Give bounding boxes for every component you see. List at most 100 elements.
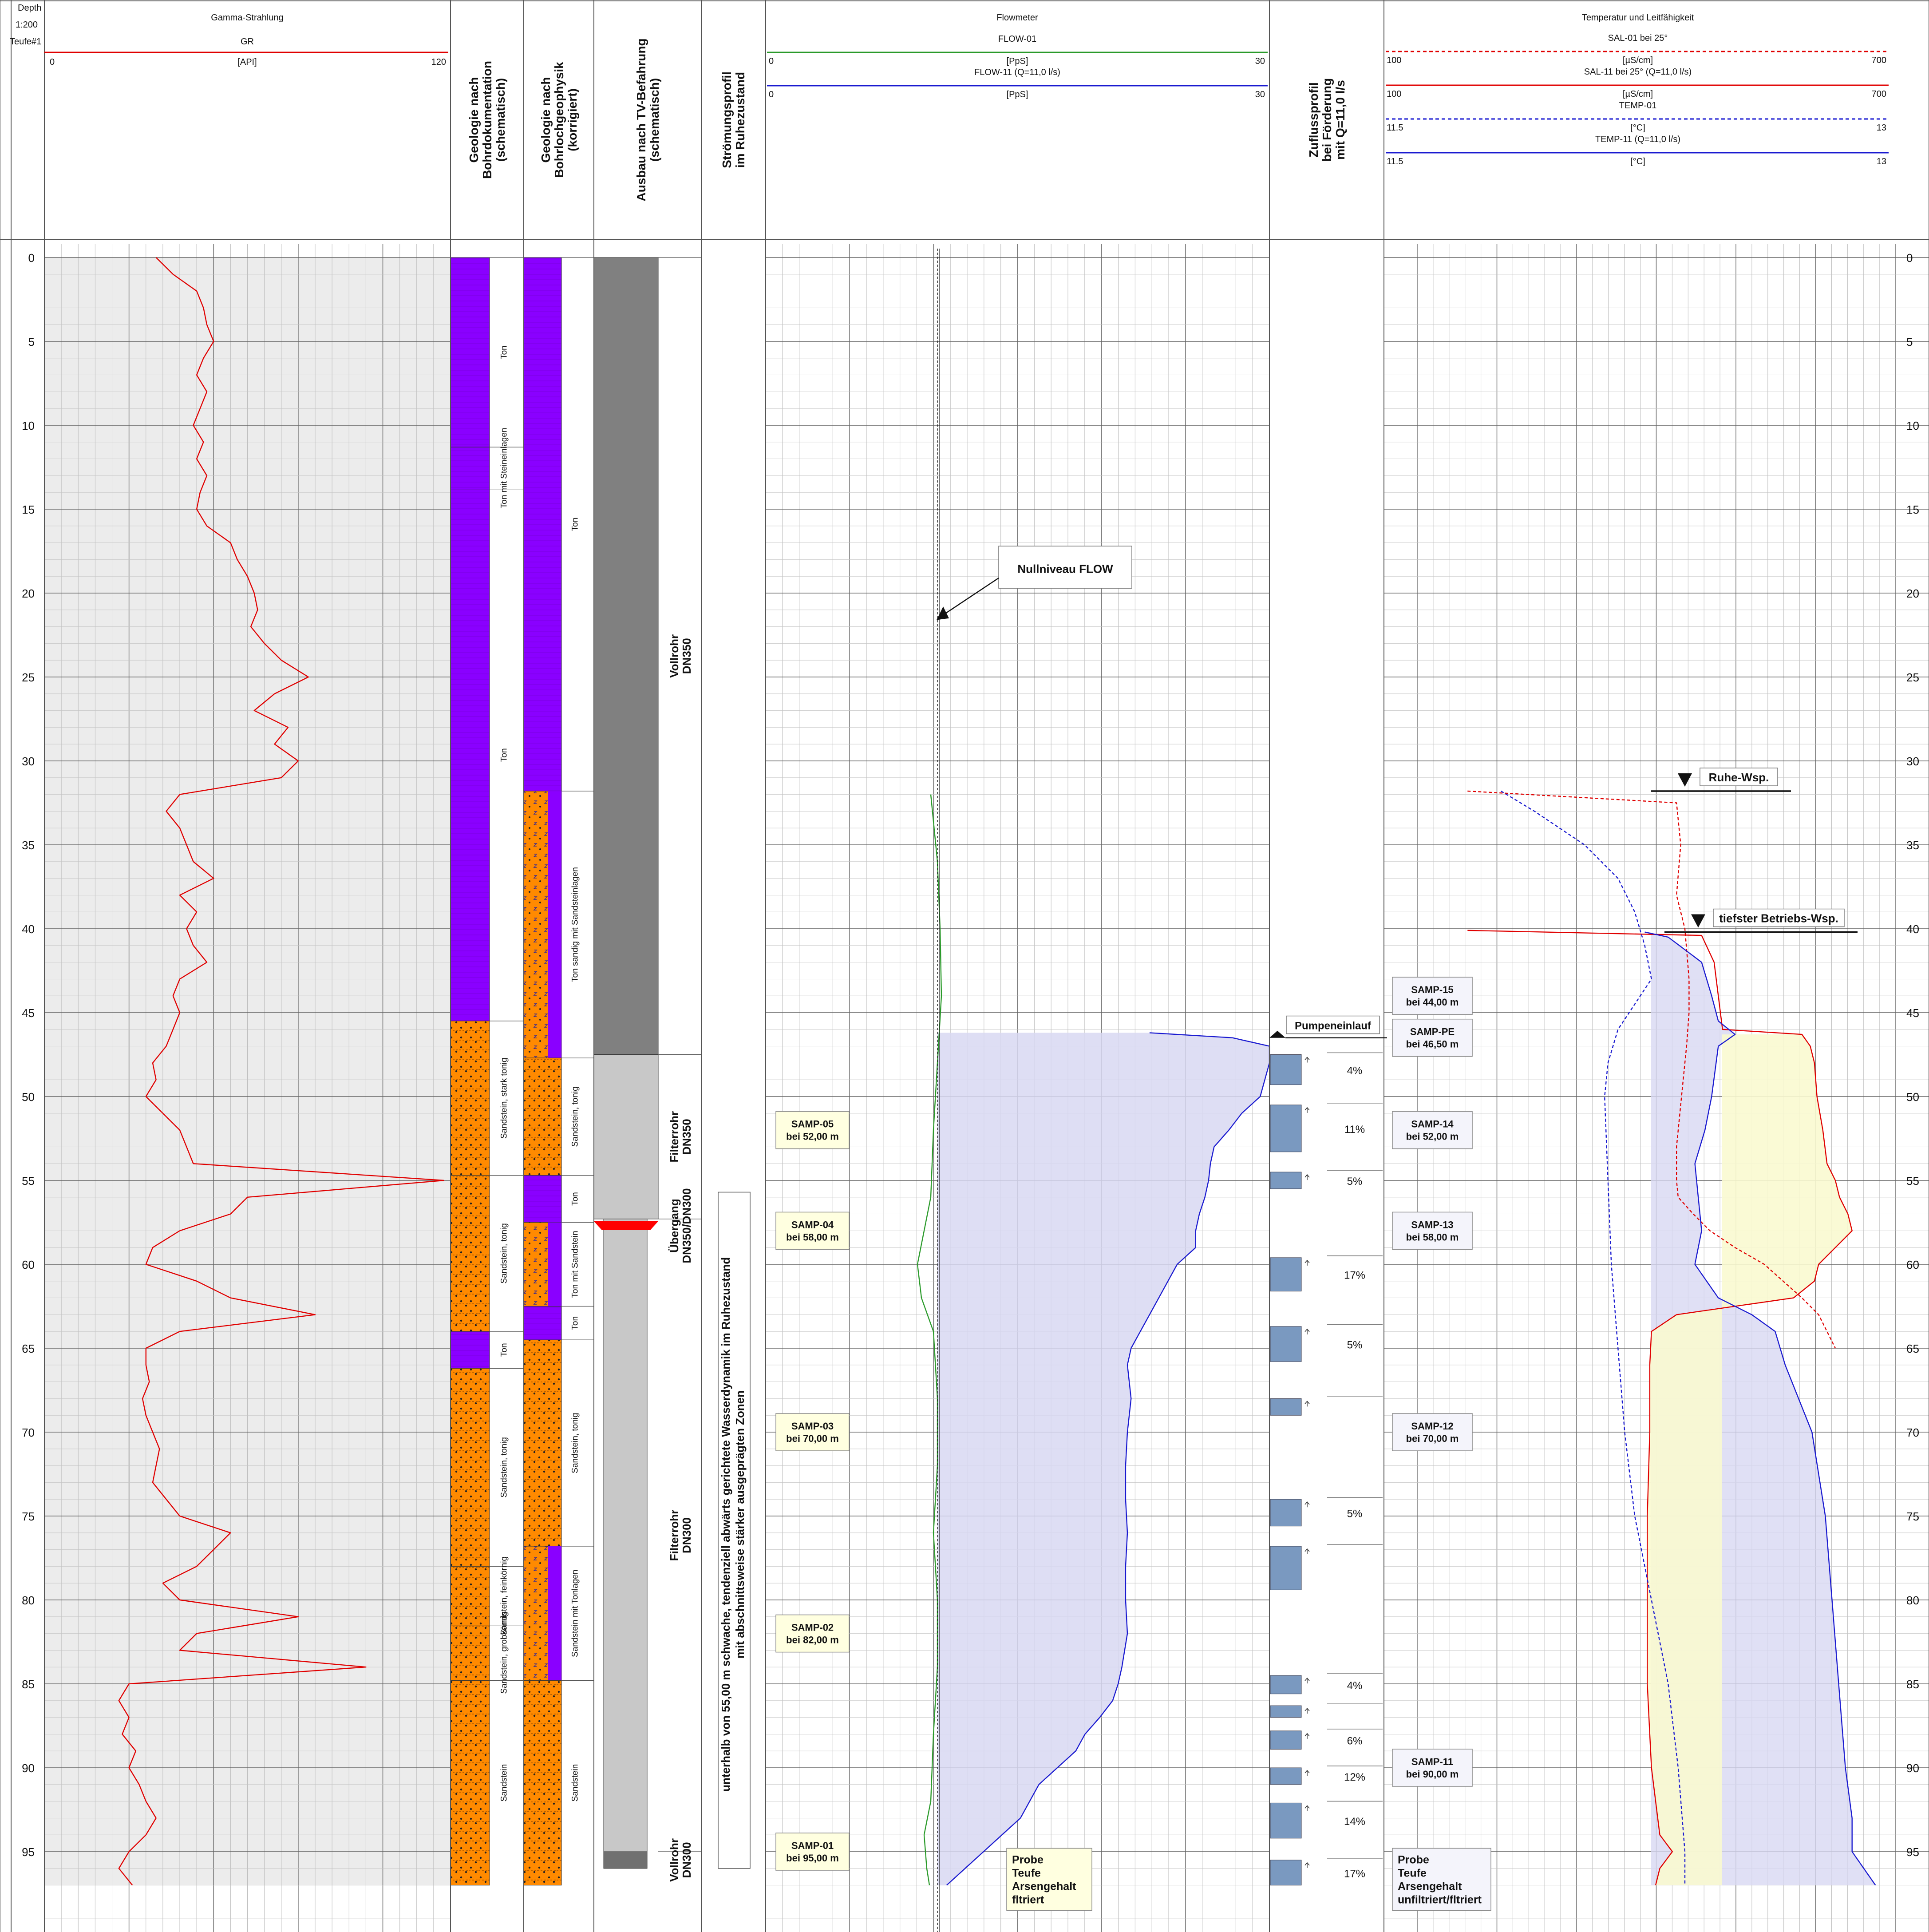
zufluss-bar [1270,1172,1302,1189]
samples_left-box [775,1211,850,1250]
depth-curve-header: Teufe#1 [10,37,41,47]
zufluss-arrow-icon [1304,1707,1310,1714]
samples_right-box [1392,1749,1473,1787]
flow-max: 30 [1255,90,1265,99]
lith_doc-label-group: Sandstein [500,1764,509,1802]
ausbau-title-line: (schematisch) [648,78,661,162]
lith_doc-block [450,1021,490,1176]
zufluss-bar [1270,1499,1302,1527]
uebergang-label: Übergang [668,1199,681,1252]
zufluss-pct: 6% [1347,1735,1363,1747]
depth-tick-label: 5 [28,335,35,348]
lith_doc-block [450,1175,490,1332]
zufluss-arrow-icon [1304,1259,1310,1266]
casing-label: Vollrohr [668,634,681,678]
lith_phys-block [523,257,562,792]
samples_right-depth: bei 58,00 m [1406,1231,1459,1243]
samples_left-box [775,1833,850,1871]
depth-tick-label: 10 [1906,419,1919,432]
samples_right-box [1392,1413,1473,1451]
lith_doc-label-group: Ton [500,748,509,762]
lith_doc-block [450,1625,490,1681]
nullniveau-arrow-icon [943,577,999,616]
samples_right-box [1392,977,1473,1015]
depth-tick-label: 45 [22,1006,35,1020]
casing-voll [593,257,659,1055]
lith_phys-label-group: Sandstein, tonig [571,1086,580,1147]
zufluss-bar [1270,1105,1302,1152]
zufluss-bar [1270,1257,1302,1291]
nullniveau-arrowhead-icon [937,606,949,620]
depth-tick-label: 70 [22,1426,35,1439]
flow-11-fill [937,1033,1269,1885]
zufluss-arrow-icon [1304,1401,1310,1407]
zufluss-bar [1270,1546,1302,1590]
ruhe-wsp-triangle-icon [1678,773,1692,787]
betriebs-wsp-box [1713,908,1845,927]
lith_doc-block [450,1368,490,1567]
temp-curve-name: TEMP-01 [1619,101,1656,111]
probe-right-line: unfiltriert/fltriert [1398,1893,1482,1906]
lith_doc-label: Sandstein, tonig [500,1223,509,1283]
pumpeneinlauf-box [1286,1015,1380,1034]
scale-header: 1:200 [16,20,38,30]
stroemung-title-line: im Ruhezustand [733,72,747,168]
gr-min: 0 [50,57,55,67]
casing-label: DN300 [680,1842,693,1878]
samples_right-depth: bei 46,50 m [1406,1039,1459,1050]
lith_phys-block [523,1306,562,1340]
stroemung-title-line: Strömungsprofil [720,71,734,168]
zufluss-arrow-icon [1304,1107,1310,1113]
depth-tick-label: 85 [1906,1678,1919,1691]
depth-tick-label: 40 [22,922,35,936]
lith_doc-label: Ton [500,345,509,359]
temp-min: 100 [1387,89,1401,99]
lith_doc-label-group: Sandstein, feinkörnig [500,1556,509,1635]
lith_phys-label-group: Ton [571,518,580,531]
casing-sump [603,1851,648,1869]
samples_right-name: SAMP-15 [1411,984,1453,995]
depth-tick-label: 80 [22,1594,35,1607]
lith_doc-block [450,489,490,1021]
samples_right-box [1392,1018,1473,1057]
samples_left-box [775,1614,850,1653]
lith_phys-label: Ton [571,1192,580,1206]
lith_doc-label: Sandstein, stark tonig [500,1057,509,1139]
flow-curve-name: FLOW-01 [998,34,1036,44]
lith_doc-block [450,447,490,490]
samples_left-box [775,1413,850,1451]
lith_phys-subband [548,791,561,1058]
flowmeter-title: Flowmeter [996,13,1038,23]
geo-phys-title: Geologie nach Bohrlochgeophysik (korrigier… [539,62,579,178]
curve-flow-01 [917,794,942,1885]
depth-tick-label: 0 [28,251,35,265]
lith_doc-label: Ton mit Steineinlagen [500,428,509,509]
samples_right-name: SAMP-11 [1411,1756,1453,1767]
depth-tick-label: 60 [1906,1258,1919,1271]
curve-sal-11-bei-25-q-11-0-l-s- [1467,930,1853,1885]
geo-doc-title-line: (schematisch) [494,78,507,162]
casing-label: Filterrohr [668,1111,681,1163]
depth-tick-label: 15 [22,503,35,516]
lith_phys-block [523,1680,562,1886]
temp-title: Temperatur und Leitfähigkeit [1582,13,1694,23]
zufluss-title-line: Zuflussprofil [1307,82,1320,158]
lith_phys-label: Sandstein mit Tonlagen [571,1570,580,1657]
ausbau-title-line: Ausbau nach TV-Befahrung [634,38,648,201]
flow-curve-name: FLOW-11 (Q=11,0 l/s) [974,67,1060,77]
zufluss-arrow-icon [1304,1548,1310,1555]
fill-layer [937,932,1876,1885]
zufluss-arrow-icon [1304,1677,1310,1684]
sal-11-fill [1647,1034,1852,1885]
lith_phys-subband [548,1222,561,1306]
lith_doc-block [450,1680,490,1886]
lith_doc-label: Sandstein [500,1764,509,1802]
lith_doc-label: Sandstein, grobkörnig [500,1612,509,1694]
casing-filter [593,1054,659,1219]
zufluss-pct: 17% [1344,1270,1365,1282]
lith_phys-subband [548,1546,561,1681]
lith_doc-label-group: Sandstein, stark tonig [500,1057,509,1139]
zufluss-arrow-icon [1304,1501,1310,1508]
zufluss-pct: 4% [1347,1065,1363,1077]
